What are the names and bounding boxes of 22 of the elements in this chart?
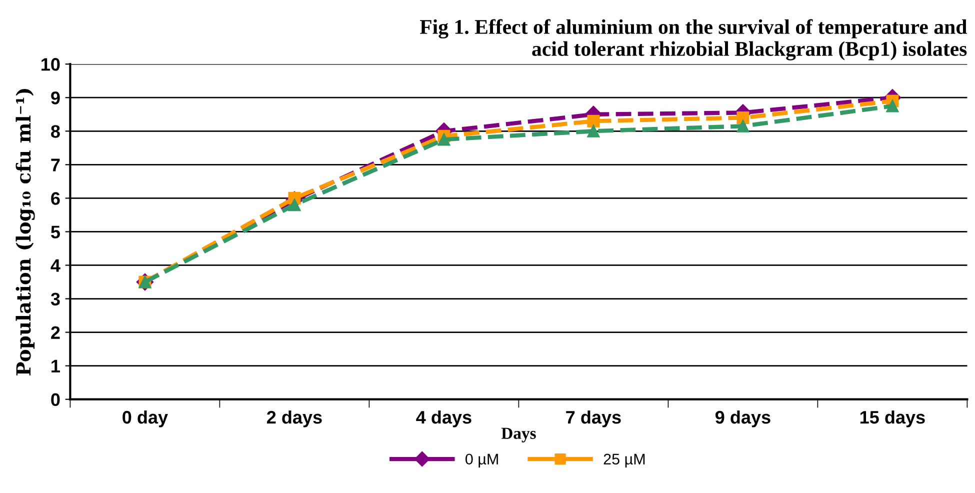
x-tick-label: 2 days [266, 410, 322, 428]
x-tick-label: 7 days [566, 410, 621, 428]
y-tick-label: 0 [51, 393, 60, 406]
y-tick-label: 4 [50, 259, 60, 272]
x-tick-label: 4 days [416, 410, 472, 428]
chart-title: Fig 1. Effect of aluminium on the survival of temperature and acid tolerant rhizobial Blackgram (Bcp1) isolates [420, 19, 967, 60]
x-tick-label: 15 days [860, 410, 925, 428]
x-tick-label: 0 day [122, 410, 168, 428]
x-tick-label: 9 days [715, 410, 770, 428]
y-tick-label: 9 [51, 92, 60, 104]
y-axis-title: Population (log₁₀ cfu ml⁻¹) [16, 89, 35, 376]
legend-label: 0 µM [466, 454, 498, 468]
y-tick-label: 2 [51, 326, 60, 339]
y-tick-label: 7 [51, 158, 60, 172]
y-tick-label: 6 [51, 192, 60, 205]
y-tick-label: 5 [50, 226, 60, 238]
y-tick-label: 1 [52, 360, 60, 372]
x-axis-title: Days [501, 428, 536, 442]
y-tick-label: 8 [51, 125, 60, 138]
legend-label: 25 µM [604, 454, 645, 468]
y-tick-label: 3 [50, 292, 60, 306]
y-tick-label: 10 [42, 58, 60, 71]
